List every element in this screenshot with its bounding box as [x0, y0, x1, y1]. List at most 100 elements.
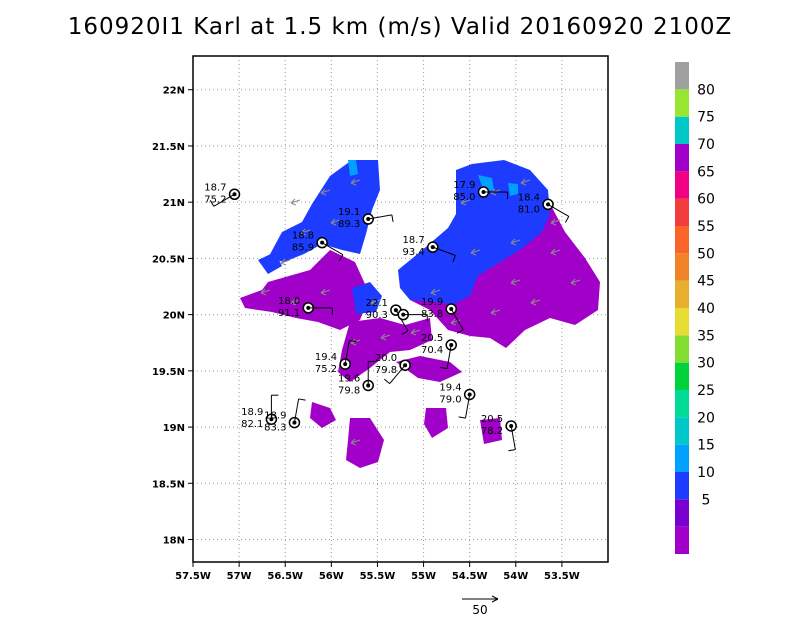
wind-barb-flag: [349, 339, 357, 343]
y-tick-label: 18.5N: [152, 479, 185, 490]
wind-shade-region: [240, 250, 370, 330]
colorbar-label: 75: [697, 110, 715, 126]
wind-vectors: [260, 178, 581, 446]
station-speed-label: 19.9: [421, 297, 443, 308]
station-value-label: 79.8: [338, 385, 360, 396]
wind-shade-region: [424, 408, 448, 438]
wind-barb-flag: [458, 416, 466, 419]
wind-vector-arrow: [280, 258, 291, 266]
wind-barb-staff: [344, 340, 350, 365]
station-speed-label: 20.5: [421, 333, 443, 344]
station-speed-label: 18.9: [241, 407, 263, 418]
y-tick-label: 21.5N: [152, 142, 185, 153]
wind-barb-flag: [508, 449, 516, 452]
observation-stations: 18.775.218.885.918.091.119.189.318.793.4…: [204, 180, 570, 452]
wind-vector-arrow: [430, 288, 441, 296]
map-frame: [192, 55, 609, 563]
colorbar-label: 70: [697, 137, 715, 153]
wind-shade-region: [346, 418, 384, 468]
wind-shade-region: [352, 282, 382, 314]
wind-barb-staff: [321, 242, 344, 256]
colorbar-label: 40: [697, 301, 715, 317]
station-value-label: 83.8: [421, 309, 443, 320]
observation-marker: 19.479.0: [439, 382, 476, 419]
y-tick-label: 22N: [163, 86, 185, 97]
colorbar-swatch: [675, 144, 689, 172]
wind-vector-arrow: [510, 278, 521, 286]
station-dot: [509, 423, 514, 428]
wind-barb-flag: [384, 378, 391, 384]
colorbar-swatch: [675, 308, 689, 336]
observation-marker: 19.983.8: [421, 297, 464, 334]
station-speed-label: 20.0: [375, 353, 397, 364]
wind-shade-region: [398, 160, 550, 304]
wind-vector-arrow: [490, 308, 501, 316]
observation-marker: 19.475.2: [315, 339, 357, 375]
x-tick-label: 53.5W: [544, 571, 580, 582]
colorbar-label: 35: [697, 328, 715, 344]
colorbar-label: 45: [697, 274, 715, 290]
colorbar-label: 20: [697, 410, 715, 426]
station-speed-label: 20.5: [481, 414, 503, 425]
wind-shade-region: [310, 402, 336, 428]
wind-vector-arrow: [290, 198, 301, 206]
colorbar-swatch: [675, 472, 689, 500]
wind-vector-arrow: [410, 328, 421, 336]
wind-vector-arrow: [290, 298, 301, 306]
wind-barb-flag: [456, 329, 464, 334]
station-value-label: 82.1: [241, 419, 263, 430]
page-title: 160920I1 Karl at 1.5 km (m/s) Valid 2016…: [67, 14, 733, 40]
observation-marker: 17.985.0: [453, 180, 508, 203]
station-value-label: 70.4: [421, 345, 443, 356]
wind-vector-arrow: [550, 218, 561, 226]
colorbar-swatch: [675, 62, 689, 90]
colorbar-label: 15: [697, 438, 715, 454]
wind-vector-arrow: [260, 288, 271, 296]
observation-marker: 19.679.8: [338, 360, 376, 396]
wind-barb-staff: [293, 398, 300, 423]
station-value-label: 89.3: [338, 219, 360, 230]
observation-marker: 18.775.2: [204, 182, 241, 207]
station-speed-label: 19.4: [439, 382, 461, 393]
wind-barb-flag: [338, 254, 344, 261]
station-speed-label: 22.1: [366, 298, 388, 309]
x-tick-label: 54.5W: [452, 571, 488, 582]
wind-barb-staff: [446, 344, 452, 369]
wind-vector-arrow: [370, 298, 381, 306]
observation-marker: 18.982.1: [241, 394, 279, 430]
station-speed-label: 19.4: [315, 352, 337, 363]
colorbar-label: 10: [697, 465, 715, 481]
station-value-label: 90.3: [366, 310, 388, 321]
wind-barb-flag: [452, 255, 456, 263]
colorbar: 5 10 15 20 25 30 35 40 45 50 55 60 65 70 75 80: [675, 62, 715, 554]
reference-arrow-head: [491, 595, 499, 603]
observation-marker: 20.570.4: [421, 333, 457, 370]
wind-barb-flag: [401, 330, 409, 335]
reference-vector-label: 50: [472, 603, 487, 617]
colorbar-swatch: [675, 89, 689, 117]
wind-vector-arrow: [300, 228, 311, 236]
y-tick-label: 20.5N: [152, 254, 185, 265]
wind-shade-region: [338, 318, 432, 382]
observation-marker: 18.885.9: [292, 231, 344, 261]
reference-vector: 50: [462, 595, 499, 617]
wind-barb-flag: [209, 199, 215, 207]
station-value-label: 75.2: [315, 364, 337, 375]
wind-barb-staff: [510, 425, 516, 450]
colorbar-label: 5: [702, 492, 711, 508]
observation-marker: 20.079.8: [375, 353, 411, 384]
station-value-label: 93.4: [403, 247, 425, 258]
colorbar-label: 30: [697, 356, 715, 372]
colorbar-label: 50: [697, 246, 715, 262]
wind-vector-arrow: [570, 278, 581, 286]
observation-marker: 18.983.3: [264, 398, 306, 434]
wind-barb-staff: [450, 308, 464, 331]
colorbar-swatch: [675, 280, 689, 308]
station-speed-label: 18.7: [403, 235, 425, 246]
x-tick-label: 55W: [411, 571, 436, 582]
wind-shade-region: [348, 160, 358, 176]
y-tick-label: 19N: [163, 423, 185, 434]
latitude-axis: 18N 18.5N 19N 19.5N 20N 20.5N 21N 21.5N 22N: [152, 86, 193, 547]
wind-barb-flag: [440, 366, 448, 370]
wind-barb-staff: [465, 394, 471, 419]
